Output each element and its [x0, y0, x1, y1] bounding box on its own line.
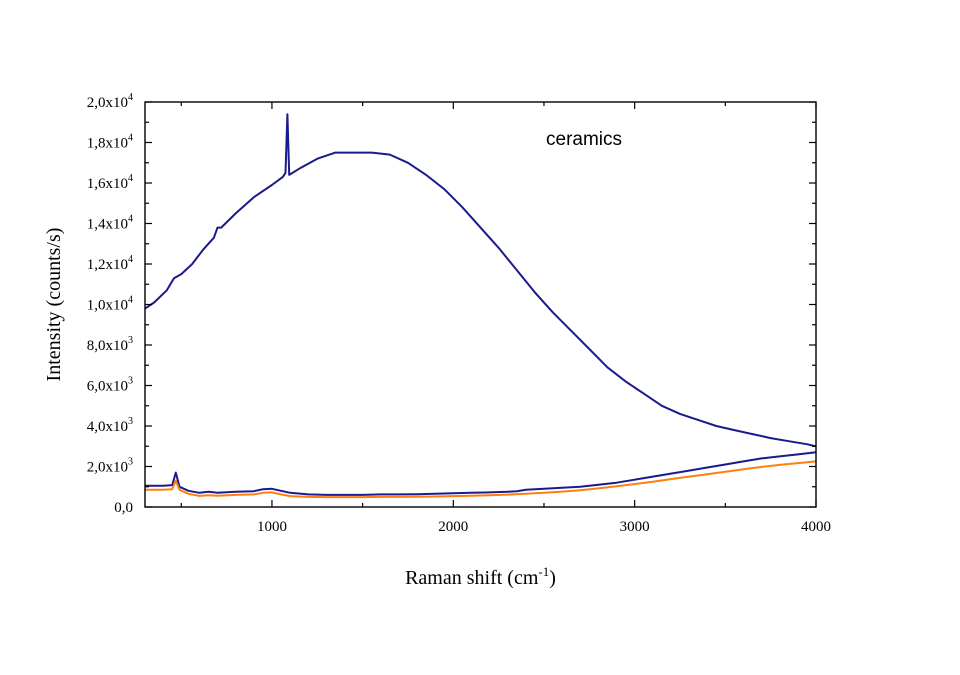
- x-axis-title-tail: ): [549, 567, 556, 589]
- x-tick-label: 1000: [257, 519, 287, 535]
- y-tick-label: 0,0: [114, 500, 133, 516]
- y-axis: 0,0 2,0x103 4,0x103 6,0x103 8,0x103 1,0x104 1,…: [87, 92, 816, 516]
- series-layer: [144, 113, 817, 499]
- series-line-1: [144, 113, 817, 448]
- x-tick-label: 3000: [620, 519, 650, 535]
- y-tick-label: 8,0x103: [87, 335, 133, 354]
- x-axis: 1000 2000 3000 4000: [180, 102, 831, 535]
- x-axis-title: Raman shift (cm-1): [405, 564, 556, 589]
- series-line-3: [145, 460, 817, 499]
- y-tick-label: 2,0x103: [87, 457, 133, 476]
- y-tick-label: 1,4x104: [87, 214, 133, 233]
- y-tick-label: 1,2x104: [87, 254, 133, 273]
- y-tick-label: 2,0x104: [87, 92, 133, 111]
- y-axis-title: Intensity (counts/s): [43, 228, 65, 382]
- series-line-2: [145, 451, 817, 496]
- x-axis-title-main: Raman shift (cm: [405, 567, 539, 589]
- y-tick-label: 1,0x104: [87, 295, 133, 314]
- y-tick-label: 1,8x104: [87, 133, 133, 152]
- y-tick-label: 6,0x103: [87, 376, 133, 395]
- x-tick-label: 2000: [438, 519, 468, 535]
- plot-frame: [144, 101, 817, 508]
- x-axis-title-sup: -1: [538, 564, 549, 579]
- annotation-label: ceramics: [546, 129, 622, 150]
- y-tick-label: 1,6x104: [87, 173, 133, 192]
- y-tick-label: 4,0x103: [87, 416, 133, 435]
- x-tick-label: 4000: [801, 519, 831, 535]
